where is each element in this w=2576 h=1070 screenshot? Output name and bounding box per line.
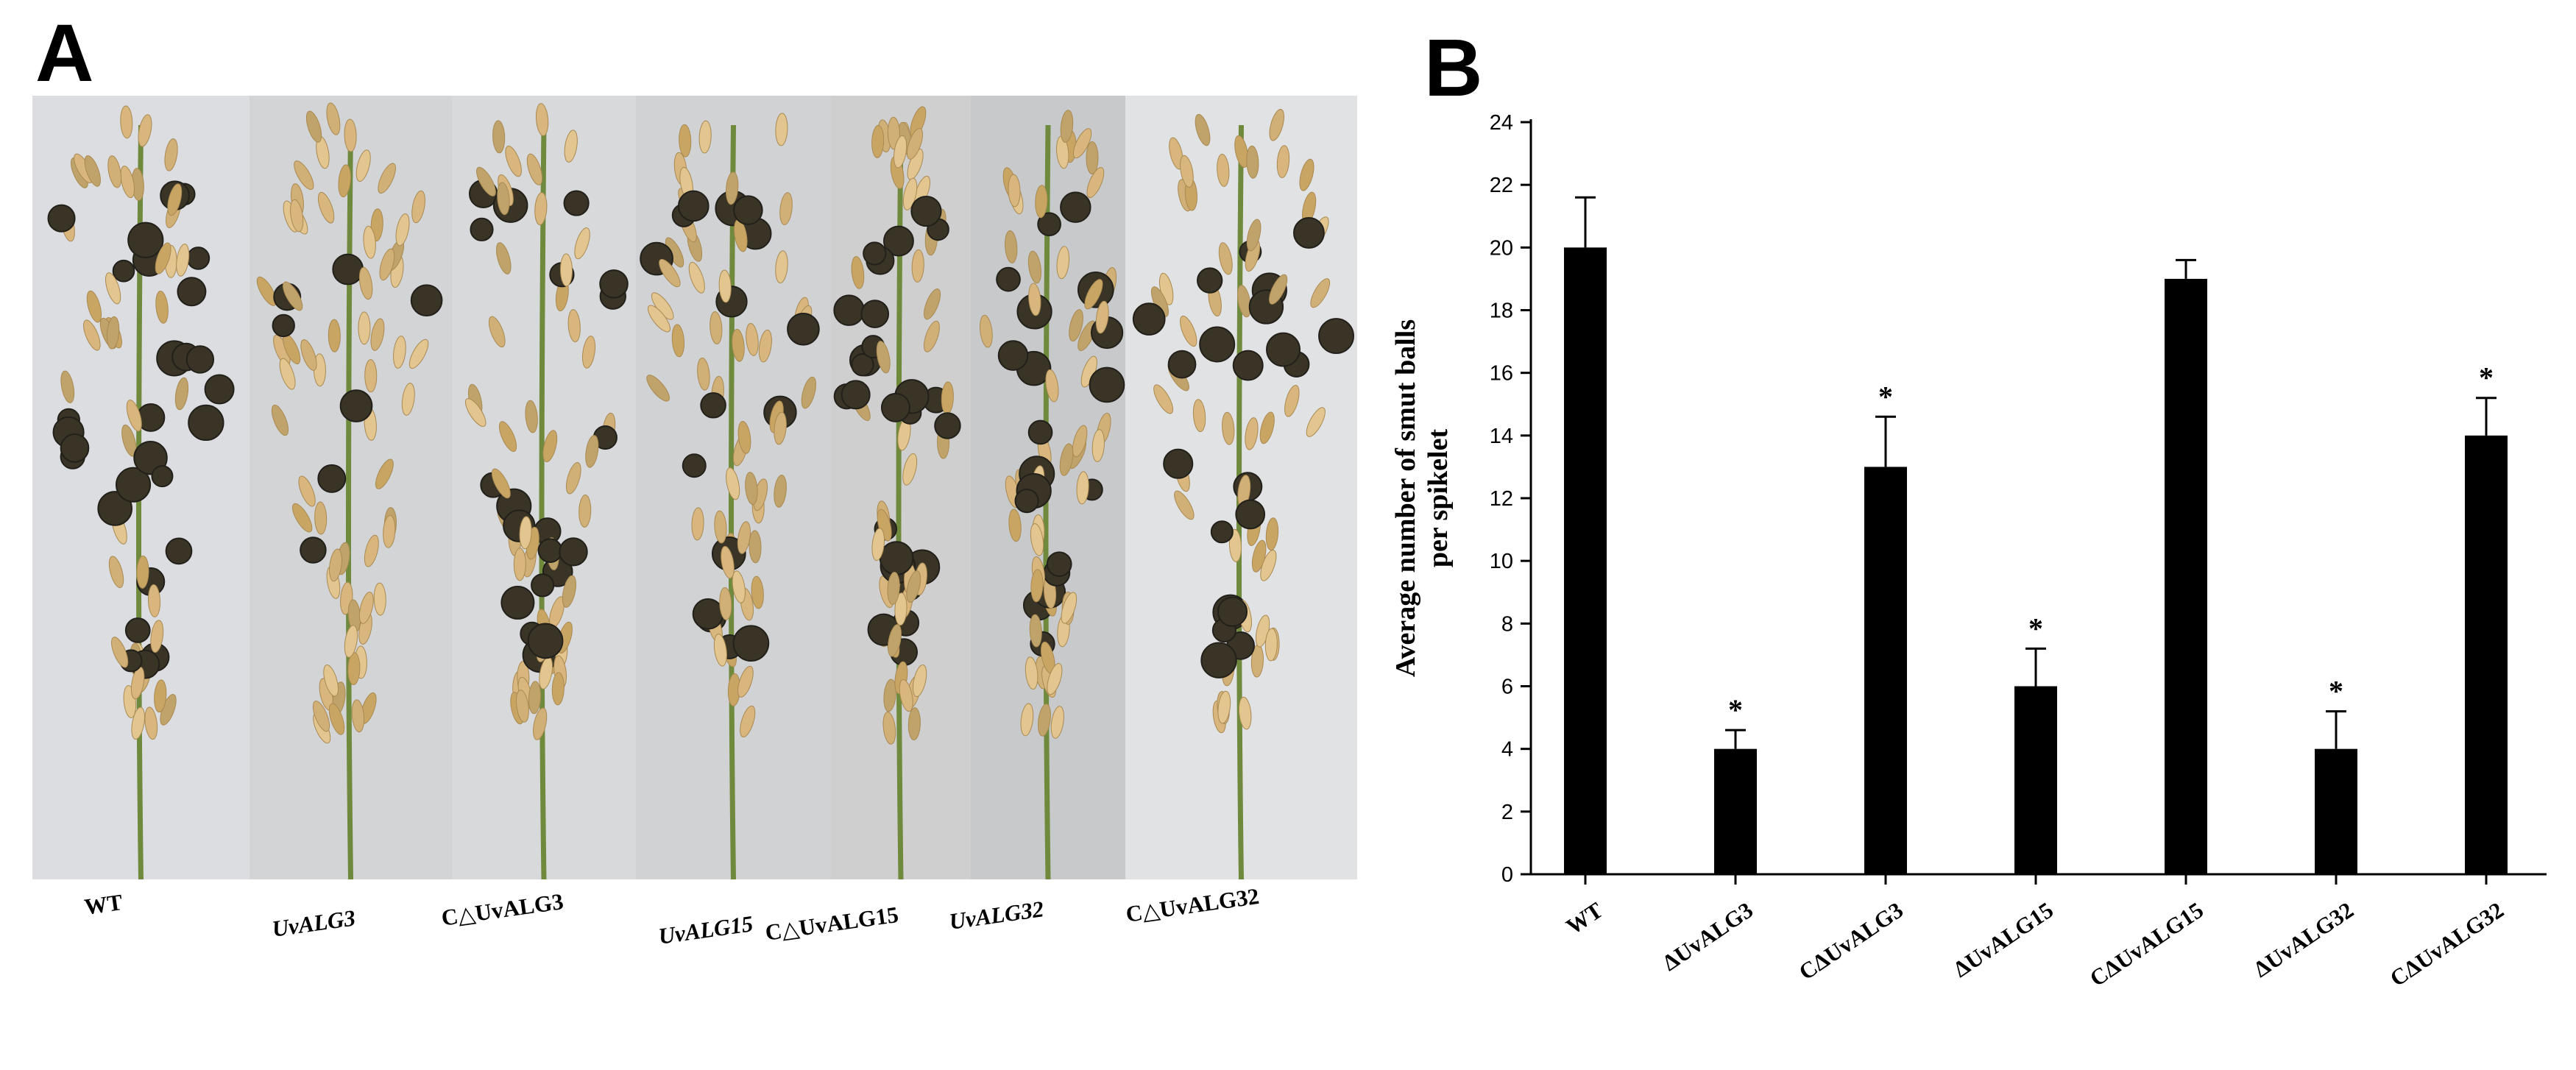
x-tick-label: ΔUvALG32 bbox=[2248, 897, 2357, 982]
y-tick-label: 2 bbox=[1501, 801, 1513, 824]
y-tick-label: 12 bbox=[1490, 487, 1513, 511]
bar bbox=[2315, 748, 2357, 874]
panicle-photo bbox=[32, 96, 250, 879]
panicle-photo bbox=[636, 96, 831, 879]
y-axis-label: Average number of smut ballsper spikelet bbox=[1390, 319, 1454, 677]
photo-label: UvALG32 bbox=[947, 896, 1046, 935]
x-tick-label: ΔUvALG15 bbox=[1948, 897, 2057, 982]
panicle-photo bbox=[831, 96, 971, 879]
bar bbox=[1864, 467, 1907, 874]
photo-label: C△UvALG15 bbox=[763, 901, 900, 946]
y-tick-label: 18 bbox=[1490, 300, 1513, 323]
x-tick-label: ΔUvALG3 bbox=[1657, 897, 1758, 976]
significance-mark: * bbox=[1728, 693, 1743, 726]
x-tick-label: CΔUvALG15 bbox=[2085, 897, 2208, 991]
y-tick-label: 8 bbox=[1501, 612, 1513, 636]
panicle-photo bbox=[452, 96, 636, 879]
y-tick-label: 22 bbox=[1490, 174, 1513, 197]
bar bbox=[2014, 686, 2057, 874]
y-tick-label: 6 bbox=[1501, 676, 1513, 699]
bar bbox=[1564, 247, 1607, 874]
photo-label: UvALG3 bbox=[270, 904, 357, 942]
panel-letter-a: A bbox=[35, 8, 94, 99]
y-tick-label: 0 bbox=[1501, 863, 1513, 887]
x-tick-label: WT bbox=[1561, 897, 1607, 940]
x-tick-label: CΔUvALG32 bbox=[2385, 897, 2508, 991]
panicle-photo bbox=[250, 96, 452, 879]
y-tick-label: 4 bbox=[1501, 738, 1513, 762]
significance-mark: * bbox=[2028, 612, 2043, 645]
significance-mark: * bbox=[2329, 675, 2343, 708]
y-tick-label: 16 bbox=[1490, 362, 1513, 386]
bar bbox=[1714, 748, 1757, 874]
x-tick-label: CΔUvALG3 bbox=[1794, 897, 1908, 985]
panicle-photo bbox=[971, 96, 1125, 879]
photo-label: C△UvALG32 bbox=[1124, 882, 1261, 927]
photo-label: WT bbox=[82, 888, 124, 920]
panel-letter-b: B bbox=[1424, 23, 1483, 113]
y-tick-label: 20 bbox=[1490, 236, 1513, 260]
photo-label: UvALG15 bbox=[657, 910, 755, 949]
panicle-photo-strip bbox=[32, 96, 1357, 879]
significance-mark: * bbox=[2479, 361, 2494, 394]
bar bbox=[2165, 278, 2207, 874]
photo-label: C△UvALG3 bbox=[439, 887, 565, 931]
y-tick-label: 14 bbox=[1490, 425, 1513, 448]
y-tick-label: 24 bbox=[1490, 111, 1513, 135]
y-tick-label: 10 bbox=[1490, 550, 1513, 573]
bar bbox=[2465, 435, 2508, 874]
significance-mark: * bbox=[1878, 380, 1893, 413]
panicle-photo bbox=[1125, 96, 1357, 879]
